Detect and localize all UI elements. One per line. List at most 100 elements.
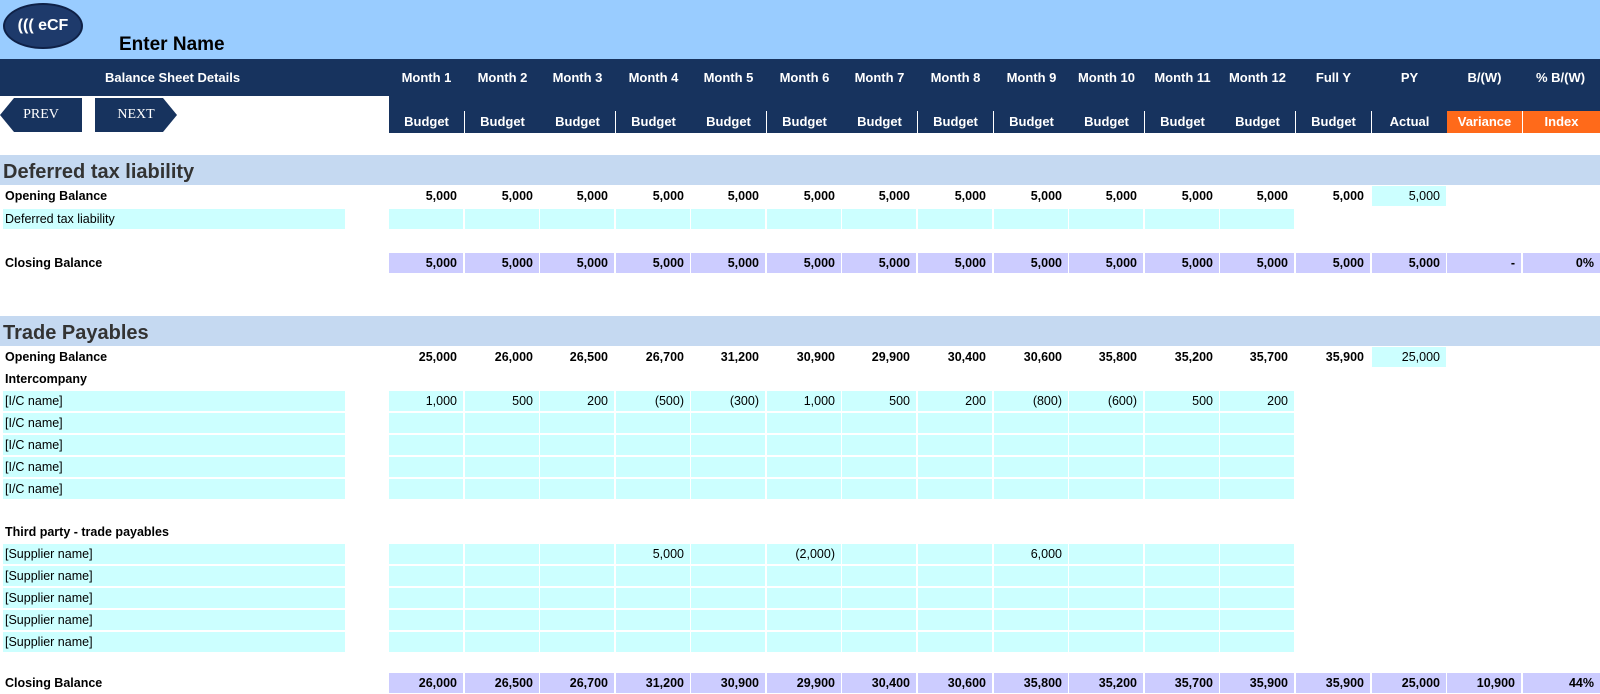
input-label-cell[interactable]	[3, 413, 345, 433]
input-cell[interactable]	[994, 413, 1068, 433]
input-cell[interactable]	[389, 610, 463, 630]
input-cell[interactable]: (300)	[691, 391, 765, 411]
input-cell[interactable]: 500	[842, 391, 916, 411]
input-cell[interactable]	[767, 209, 841, 229]
input-cell[interactable]	[540, 632, 614, 652]
input-cell[interactable]: 500	[465, 391, 539, 411]
input-cell[interactable]	[540, 435, 614, 455]
input-cell[interactable]	[1220, 209, 1294, 229]
input-cell[interactable]	[1069, 566, 1143, 586]
input-cell[interactable]	[1069, 544, 1143, 564]
input-cell[interactable]	[465, 544, 539, 564]
input-cell[interactable]	[1069, 588, 1143, 608]
input-cell[interactable]: 6,000	[994, 544, 1068, 564]
input-cell[interactable]	[842, 457, 916, 477]
input-cell[interactable]	[918, 457, 992, 477]
row-label[interactable]: [Supplier name]	[5, 635, 93, 649]
input-cell[interactable]	[842, 610, 916, 630]
input-cell[interactable]	[767, 479, 841, 499]
input-cell[interactable]	[540, 413, 614, 433]
input-cell[interactable]	[994, 610, 1068, 630]
input-cell[interactable]: 1,000	[767, 391, 841, 411]
input-cell[interactable]	[389, 632, 463, 652]
input-cell[interactable]	[918, 435, 992, 455]
input-label-cell[interactable]	[3, 588, 345, 608]
input-cell[interactable]	[994, 479, 1068, 499]
input-cell[interactable]	[1145, 610, 1219, 630]
input-label-cell[interactable]	[3, 435, 345, 455]
input-cell[interactable]	[1220, 566, 1294, 586]
input-cell[interactable]	[918, 479, 992, 499]
input-label-cell[interactable]	[3, 391, 345, 411]
input-cell[interactable]	[691, 544, 765, 564]
input-cell[interactable]	[389, 566, 463, 586]
input-cell[interactable]	[1220, 413, 1294, 433]
input-cell[interactable]	[540, 544, 614, 564]
input-cell[interactable]	[389, 413, 463, 433]
input-cell[interactable]	[994, 632, 1068, 652]
input-cell[interactable]	[842, 632, 916, 652]
input-cell[interactable]	[465, 610, 539, 630]
input-cell[interactable]	[616, 566, 690, 586]
input-cell[interactable]	[691, 632, 765, 652]
input-cell[interactable]	[767, 588, 841, 608]
row-label[interactable]: Deferred tax liability	[5, 212, 115, 226]
input-cell[interactable]	[465, 588, 539, 608]
input-cell[interactable]	[540, 610, 614, 630]
row-label[interactable]: [Supplier name]	[5, 591, 93, 605]
input-cell[interactable]	[540, 588, 614, 608]
input-cell[interactable]	[1220, 457, 1294, 477]
input-cell[interactable]	[616, 457, 690, 477]
input-cell[interactable]	[691, 588, 765, 608]
input-cell[interactable]	[842, 588, 916, 608]
input-cell[interactable]	[1145, 544, 1219, 564]
input-cell[interactable]: (800)	[994, 391, 1068, 411]
opening-balance-cell[interactable]: 5,000	[1372, 186, 1446, 206]
input-label-cell[interactable]	[3, 457, 345, 477]
input-cell[interactable]	[540, 566, 614, 586]
input-cell[interactable]	[1220, 588, 1294, 608]
input-cell[interactable]	[616, 632, 690, 652]
input-cell[interactable]	[842, 435, 916, 455]
input-cell[interactable]	[1220, 479, 1294, 499]
input-cell[interactable]	[389, 457, 463, 477]
input-cell[interactable]	[540, 457, 614, 477]
input-cell[interactable]	[691, 457, 765, 477]
input-cell[interactable]: 5,000	[616, 544, 690, 564]
input-cell[interactable]	[1220, 610, 1294, 630]
input-cell[interactable]	[465, 566, 539, 586]
input-cell[interactable]	[389, 544, 463, 564]
input-cell[interactable]	[616, 588, 690, 608]
input-cell[interactable]	[842, 413, 916, 433]
input-cell[interactable]	[389, 588, 463, 608]
input-cell[interactable]	[767, 632, 841, 652]
input-cell[interactable]	[691, 413, 765, 433]
input-cell[interactable]	[1220, 435, 1294, 455]
input-cell[interactable]	[767, 566, 841, 586]
input-cell[interactable]	[616, 209, 690, 229]
input-cell[interactable]	[465, 457, 539, 477]
input-cell[interactable]: (2,000)	[767, 544, 841, 564]
input-cell[interactable]	[767, 610, 841, 630]
input-cell[interactable]	[465, 632, 539, 652]
input-cell[interactable]	[1220, 544, 1294, 564]
input-cell[interactable]	[1069, 413, 1143, 433]
entity-name[interactable]: Enter Name	[119, 34, 225, 55]
input-cell[interactable]	[1069, 610, 1143, 630]
opening-balance-cell[interactable]: 25,000	[1372, 347, 1446, 367]
input-cell[interactable]	[1145, 413, 1219, 433]
input-cell[interactable]: 200	[540, 391, 614, 411]
input-cell[interactable]: (500)	[616, 391, 690, 411]
input-cell[interactable]	[691, 209, 765, 229]
input-cell[interactable]	[1069, 209, 1143, 229]
input-cell[interactable]	[1069, 632, 1143, 652]
input-cell[interactable]	[994, 435, 1068, 455]
input-cell[interactable]: 200	[918, 391, 992, 411]
input-cell[interactable]	[465, 209, 539, 229]
row-label[interactable]: [I/C name]	[5, 438, 63, 452]
row-label[interactable]: [Supplier name]	[5, 569, 93, 583]
input-cell[interactable]	[767, 435, 841, 455]
input-cell[interactable]	[465, 413, 539, 433]
input-cell[interactable]	[540, 209, 614, 229]
input-cell[interactable]	[389, 435, 463, 455]
